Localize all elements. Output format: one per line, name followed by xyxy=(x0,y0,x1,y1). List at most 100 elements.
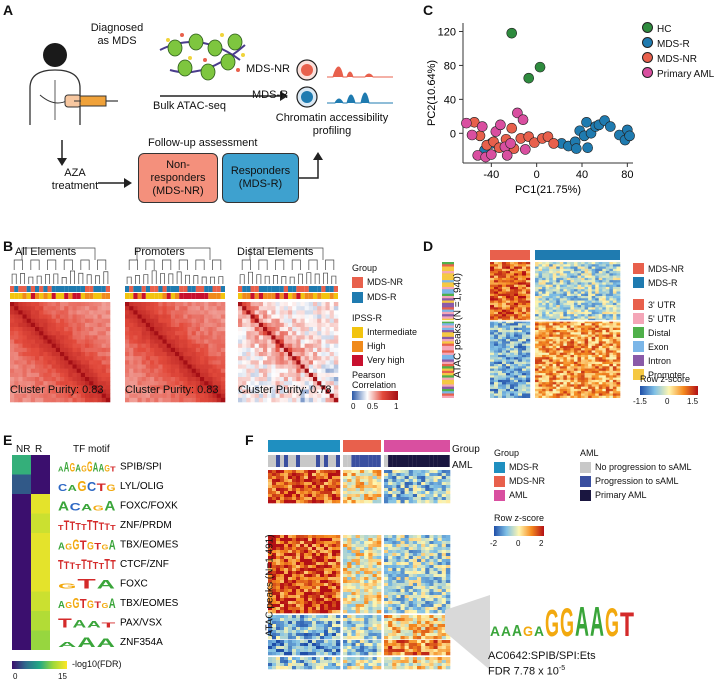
d-heat-cell xyxy=(514,323,519,326)
d-heat-cell xyxy=(570,300,575,304)
d-heat-cell xyxy=(605,350,610,353)
b-group-cell xyxy=(263,286,268,292)
b-group-cell xyxy=(43,286,48,292)
b-heat-cell xyxy=(76,385,82,390)
b-heat-cell xyxy=(80,327,86,332)
b-heat-cell xyxy=(283,389,289,394)
b-heat-cell xyxy=(26,385,32,390)
b-heat-cell xyxy=(145,360,151,365)
d-heat-cell xyxy=(535,382,539,385)
d-heat-cell xyxy=(581,375,585,378)
d-heat-cell xyxy=(526,330,531,333)
f-heat-cell xyxy=(280,538,285,542)
d-heat-cell xyxy=(552,284,557,288)
d-heat-cell xyxy=(559,379,564,383)
b-heat-cell xyxy=(220,381,226,386)
d-heat-cell xyxy=(566,280,571,283)
d-heat-cell xyxy=(510,370,515,374)
b-ipss-cell xyxy=(179,293,184,299)
b-heat-cell xyxy=(179,314,184,319)
d-heat-cell xyxy=(552,311,557,315)
d-heat-cell xyxy=(518,282,523,285)
b-heat-cell xyxy=(263,322,268,328)
d-heat-cell xyxy=(498,388,503,392)
f-aml-cell xyxy=(445,455,450,467)
f-heat-cell xyxy=(316,497,321,501)
d-heat-cell xyxy=(510,282,515,285)
b-heat-cell xyxy=(267,331,272,336)
b-heat-cell xyxy=(183,377,188,382)
d-heat-cell xyxy=(502,341,507,344)
f-heat-cell xyxy=(400,535,405,539)
b-heat-cell xyxy=(93,364,98,369)
d-heat-cell xyxy=(490,289,495,292)
b-heat-cell xyxy=(242,339,247,344)
b-heat-cell xyxy=(250,331,255,336)
d-heat-cell xyxy=(514,262,519,265)
d-heat-cell xyxy=(522,336,527,340)
f-heat-cell xyxy=(324,547,329,551)
d-heat-cell xyxy=(526,334,531,338)
b-heat-cell xyxy=(141,322,147,328)
b-heat-cell xyxy=(254,339,260,344)
d-heat-cell xyxy=(577,370,582,374)
b-heat-cell xyxy=(263,360,268,365)
b-heat-cell xyxy=(154,389,159,394)
d-heat-cell xyxy=(595,368,600,372)
f-heat-cell xyxy=(316,488,321,492)
b-heat-cell xyxy=(275,364,280,369)
f-heat-cell xyxy=(312,482,317,486)
d-heat-cell xyxy=(542,296,546,299)
b-heat-cell xyxy=(296,331,301,336)
b-heat-cell xyxy=(14,393,19,399)
f-heat-cell xyxy=(280,544,285,548)
b-heat-cell xyxy=(133,335,138,340)
d-heat-cell xyxy=(490,300,495,304)
d-heat-cell xyxy=(556,309,561,313)
d-heat-cell xyxy=(535,271,539,274)
b-heat-cell xyxy=(60,368,65,374)
d-annotation-cell xyxy=(442,273,454,276)
d-heat-cell xyxy=(510,300,515,304)
b-heat-cell xyxy=(129,314,134,319)
b-heat-cell xyxy=(141,389,147,394)
b-heat-cell xyxy=(55,335,61,340)
d-heat-cell xyxy=(545,314,550,317)
d-heat-cell xyxy=(563,350,568,353)
e-motif-letter: C xyxy=(87,479,97,494)
d-heat-cell xyxy=(612,305,617,308)
f-heat-cell xyxy=(441,535,447,539)
d-heat-cell xyxy=(584,377,589,381)
f-heat-cell xyxy=(288,494,293,498)
d-heat-cell xyxy=(605,325,610,329)
d-heat-cell xyxy=(514,305,519,308)
d-heat-cell xyxy=(526,282,531,285)
d-heat-cell xyxy=(542,289,546,292)
d-heat-cell xyxy=(566,311,571,315)
b-heat-cell xyxy=(101,302,107,307)
b-heat-cell xyxy=(133,322,138,328)
b-heat-cell xyxy=(175,322,180,328)
b-heat-cell xyxy=(133,306,138,311)
d-heat-cell xyxy=(538,330,543,333)
d-heat-cell xyxy=(545,368,550,372)
d-heat-cell xyxy=(612,291,617,295)
f-heat-cell xyxy=(400,470,405,474)
d-heat-cell xyxy=(535,318,539,322)
d-heat-cell xyxy=(591,330,596,333)
b-heat-cell xyxy=(329,364,335,369)
d-heat-cell xyxy=(605,282,610,285)
b-heat-cell xyxy=(329,314,335,319)
b-heat-cell xyxy=(216,352,222,357)
b-heat-cell xyxy=(10,327,15,332)
d-heat-cell xyxy=(581,373,585,376)
b-heat-cell xyxy=(242,327,247,332)
b-heat-cell xyxy=(208,381,213,386)
b-heat-cell xyxy=(275,389,280,394)
d-heat-cell xyxy=(535,386,539,390)
f-heat-cell xyxy=(425,479,430,483)
b-heat-cell xyxy=(64,327,69,332)
d-heat-cell xyxy=(549,348,554,351)
d-heat-cell xyxy=(556,384,561,387)
b-heat-cell xyxy=(80,397,86,403)
